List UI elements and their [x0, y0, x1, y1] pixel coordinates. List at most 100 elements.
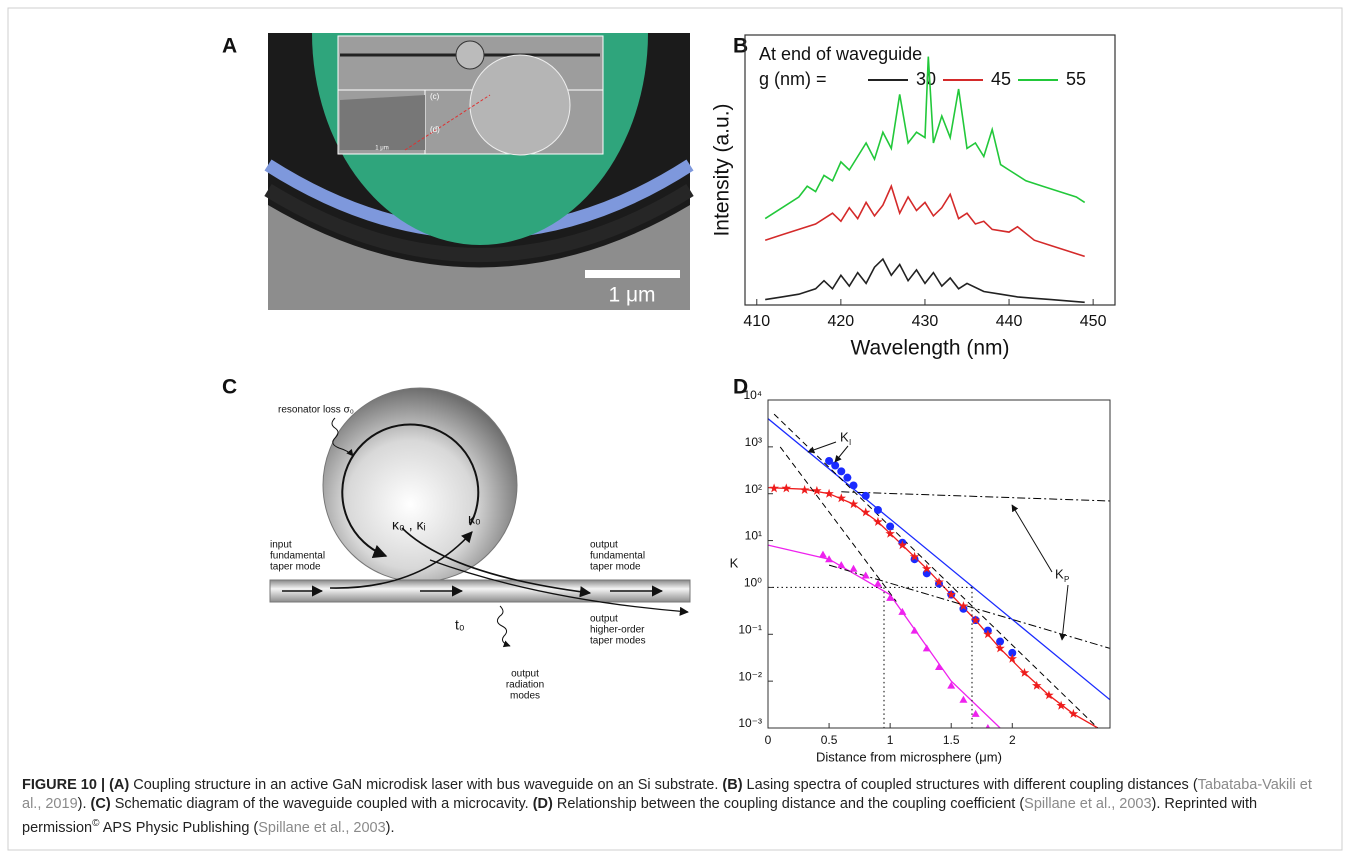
data-point [959, 604, 968, 613]
diagram-label: output [590, 614, 618, 625]
data-point [959, 695, 968, 703]
data-point [922, 644, 931, 652]
citation[interactable]: Spillane et al., 2003 [1024, 796, 1152, 812]
x-axis-label: Distance from microsphere (μm) [816, 749, 1002, 764]
spectrum-line [764, 183, 1085, 258]
caption-text: (C) [90, 796, 111, 812]
caption-text: FIGURE 10 | [22, 777, 110, 793]
y-tick-label: 10⁻³ [738, 716, 762, 730]
data-point [1007, 653, 1017, 663]
data-point [909, 551, 920, 561]
legend-prefix: g (nm) = [759, 69, 827, 89]
y-tick-label: 10³ [745, 435, 762, 449]
inset-label: (d) [430, 125, 440, 134]
fit-line [779, 446, 897, 602]
plot-frame [744, 34, 1116, 306]
caption-text: ). Reprinted with permission [22, 796, 1258, 836]
caption-text: Schematic diagram of the waveguide coupl… [110, 796, 533, 812]
data-point [995, 643, 1005, 653]
data-point [1056, 700, 1066, 710]
data-point [947, 681, 956, 689]
data-point [946, 589, 956, 599]
caption-text: ). [77, 796, 91, 812]
spectrum-line [764, 56, 1086, 220]
data-point [886, 522, 895, 531]
annotation: K [1055, 566, 1064, 581]
figure-border [7, 7, 1343, 851]
citation[interactable]: Tabataba-Vakili et al., 2019 [22, 777, 1312, 812]
annotation-sub: P [1064, 575, 1069, 584]
diagram-label: input [270, 540, 292, 551]
data-point [985, 724, 991, 728]
data-point [935, 663, 943, 671]
legend-label: 45 [991, 69, 1011, 89]
x-tick-label: 440 [996, 313, 1023, 330]
plot-frame [767, 399, 1111, 729]
y-tick-label: 10⁴ [743, 388, 762, 402]
panel-label: A [222, 35, 237, 58]
y-axis-label: Intensity (a.u.) [711, 103, 734, 236]
diagram-label: output [511, 669, 539, 680]
caption: FIGURE 10 | (A) Coupling structure in an… [22, 776, 1328, 838]
data-point [812, 485, 822, 495]
data-point [1068, 708, 1079, 718]
panel-label: B [733, 35, 748, 58]
x-tick-label: 1 [887, 733, 894, 747]
citation[interactable]: Spillane et al., 2003 [258, 819, 386, 836]
data-point [1032, 680, 1042, 690]
data-point [849, 564, 858, 572]
y-axis-label: K [730, 555, 739, 570]
data-point [910, 626, 919, 634]
x-tick-label: 430 [912, 313, 939, 330]
annotation: K [840, 429, 849, 444]
data-point [769, 483, 779, 493]
data-point [799, 485, 810, 494]
annotation-arrow [807, 441, 837, 454]
data-point [885, 528, 895, 538]
data-point [825, 555, 834, 563]
data-point [1008, 648, 1017, 657]
diagram-label: fundamental [590, 551, 645, 562]
diagram-label: modes [510, 691, 540, 702]
data-point [934, 577, 944, 587]
inset-scale: 1 μm [375, 146, 388, 152]
diagram-label: taper mode [270, 562, 321, 573]
data-point [818, 550, 827, 558]
data-point [825, 456, 834, 465]
panel-label: D [733, 376, 748, 399]
data-point [971, 709, 980, 717]
data-point [1019, 667, 1030, 677]
y-tick-label: 10² [745, 482, 762, 496]
data-point [861, 507, 871, 517]
data-point [897, 540, 908, 550]
data-point [861, 491, 870, 500]
caption-text: Coupling structure in an active GaN micr… [129, 777, 723, 793]
data-point [958, 601, 969, 611]
legend-title: At end of waveguide [759, 44, 922, 64]
diagram-label: κ₀ [468, 511, 481, 527]
data-point [848, 499, 859, 509]
x-tick-label: 0.5 [821, 733, 838, 747]
data-point [873, 505, 882, 514]
y-tick-label: 10⁻¹ [738, 622, 762, 636]
caption-text: (D) [532, 796, 553, 812]
fit-line [841, 491, 1110, 502]
y-tick-label: 10⁰ [744, 576, 762, 590]
diagram-label: taper mode [590, 562, 641, 573]
data-point [837, 561, 846, 569]
x-tick-label: 1.5 [943, 733, 960, 747]
data-point [843, 473, 852, 482]
spectrum-line [765, 257, 1085, 304]
caption-text: © [92, 818, 100, 829]
diagram [269, 387, 691, 648]
annotation-arrow [1011, 504, 1053, 573]
data-point [898, 607, 907, 615]
data-point [1044, 690, 1054, 700]
data-point [886, 593, 895, 601]
caption-text: APS Physic Publishing ( [99, 819, 259, 836]
caption-text: Lasing spectra of coupled structures wit… [742, 777, 1198, 793]
annotation-arrow [1059, 584, 1069, 641]
diagram-label: t₀ [455, 617, 465, 633]
x-tick-label: 2 [1009, 733, 1016, 747]
